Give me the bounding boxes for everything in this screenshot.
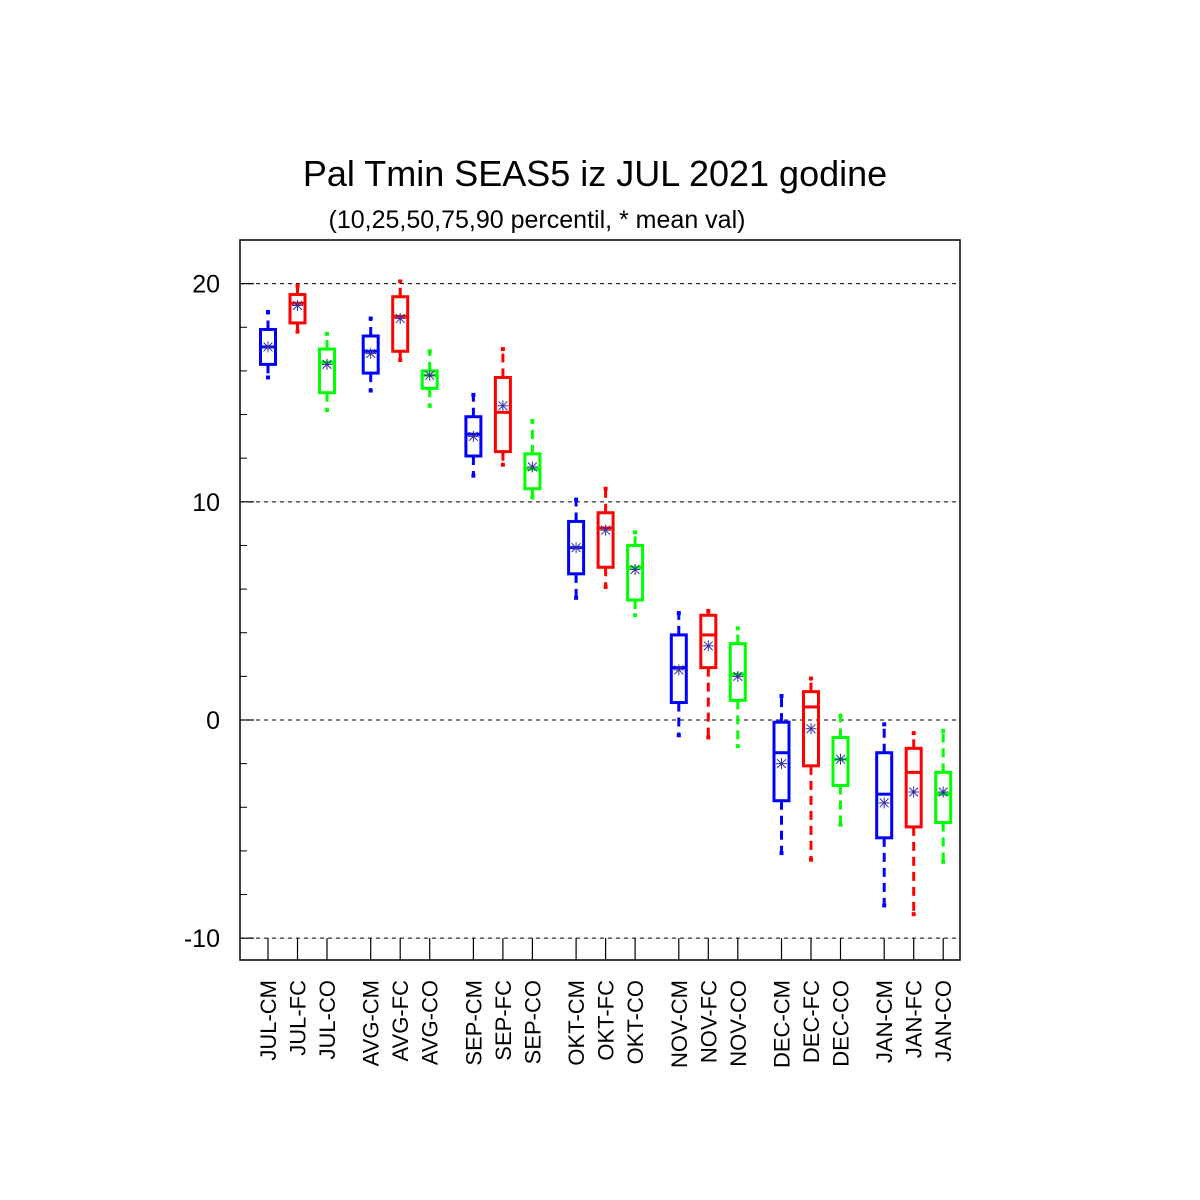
mean-marker: [937, 786, 949, 798]
mean-marker: [908, 786, 920, 798]
x-tick-label: NOV-CM: [667, 980, 692, 1068]
box-iqr: [802, 690, 820, 768]
plot-area-frame: [239, 239, 961, 961]
mean-marker: [805, 723, 817, 735]
x-tick-label: NOV-CO: [726, 980, 751, 1067]
box-sep-cm: [464, 392, 483, 478]
box-iqr: [772, 720, 791, 803]
mean-marker: [570, 542, 582, 554]
x-tick-label: DEC-FC: [799, 980, 824, 1063]
mean-marker: [835, 753, 846, 765]
mean-marker: [467, 430, 479, 442]
y-tick-label: -10: [184, 925, 220, 953]
mean-marker: [526, 461, 538, 473]
box-nov-fc: [699, 608, 718, 740]
x-tick-label: OKT-CM: [564, 980, 589, 1066]
box-iqr: [596, 511, 615, 569]
box-jul-cm: [259, 310, 277, 380]
box-series: [259, 279, 953, 917]
mean-marker: [629, 563, 641, 575]
x-tick-label: JAN-CM: [872, 980, 897, 1063]
x-tick-label: JUL-FC: [286, 980, 311, 1056]
x-tick-label: JUL-CO: [315, 980, 340, 1059]
mean-marker: [321, 358, 333, 370]
mean-marker: [424, 369, 436, 381]
x-tick-label: NOV-FC: [696, 980, 721, 1063]
y-tick-label: 10: [192, 489, 220, 517]
x-axis-labels: JUL-CM JUL-FC JUL-CO AVG-CM AVG-FC AVG-CO SEP-…: [256, 980, 956, 1068]
box-iqr: [318, 347, 336, 395]
box-iqr: [288, 293, 307, 325]
box-jan-co: [934, 728, 953, 864]
chart-title: Pal Tmin SEAS5 iz JUL 2021 godine: [303, 153, 887, 194]
chart-subtitle: (10,25,50,75,90 percentil, * mean val): [329, 206, 746, 234]
mean-marker: [600, 524, 612, 536]
box-iqr: [934, 770, 953, 825]
mean-marker: [497, 400, 509, 412]
box-iqr: [493, 375, 512, 454]
box-nov-cm: [669, 611, 688, 738]
box-iqr: [699, 613, 718, 670]
x-tick-label: DEC-CM: [770, 980, 795, 1068]
box-iqr: [464, 415, 483, 458]
x-tick-label: AVG-CM: [359, 980, 384, 1066]
mean-marker: [732, 670, 744, 682]
box-jan-fc: [904, 731, 923, 917]
x-tick-label: OKT-CO: [623, 980, 648, 1064]
x-tick-label: SEP-CM: [461, 980, 486, 1066]
box-sep-fc: [493, 347, 512, 467]
x-tick-label: AVG-FC: [388, 980, 413, 1062]
box-dec-fc: [802, 676, 820, 862]
box-okt-cm: [567, 497, 586, 600]
x-tick-label: SEP-CO: [520, 980, 545, 1064]
mean-marker: [292, 299, 303, 311]
grid-lines: [240, 283, 960, 939]
box-avg-fc: [391, 279, 410, 362]
mean-marker: [262, 341, 274, 353]
mean-marker: [365, 347, 377, 359]
x-tick-label: JUL-CM: [256, 980, 281, 1061]
box-iqr: [626, 543, 645, 602]
x-tick-label: SEP-FC: [491, 980, 516, 1061]
x-tick-label: OKT-FC: [594, 980, 619, 1061]
mean-marker: [702, 640, 714, 652]
y-tick-label: 20: [192, 271, 220, 299]
box-avg-cm: [361, 316, 380, 393]
box-okt-fc: [596, 486, 615, 589]
box-jul-fc: [288, 283, 307, 334]
box-nov-co: [728, 626, 747, 749]
box-jan-cm: [875, 722, 894, 908]
mean-marker: [878, 797, 890, 809]
box-iqr: [523, 452, 542, 491]
mean-marker: [394, 313, 406, 325]
box-dec-cm: [772, 694, 791, 856]
box-avg-co: [420, 349, 439, 408]
box-iqr: [831, 735, 850, 787]
box-iqr: [361, 334, 380, 375]
box-iqr: [904, 746, 923, 829]
y-axis: -10 0 10 20: [184, 239, 944, 960]
box-dec-co: [831, 713, 850, 827]
box-iqr: [728, 642, 747, 702]
y-tick-label: 0: [206, 707, 220, 735]
box-okt-co: [626, 530, 645, 618]
box-sep-co: [523, 419, 542, 500]
box-iqr: [391, 295, 410, 353]
x-tick-label: AVG-CO: [418, 980, 443, 1065]
mean-marker: [673, 664, 685, 676]
x-tick-label: JAN-CO: [931, 980, 956, 1062]
x-tick-label: JAN-FC: [902, 980, 927, 1058]
box-jul-co: [318, 331, 336, 413]
mean-marker: [776, 758, 787, 770]
x-tick-label: DEC-CO: [829, 980, 854, 1067]
